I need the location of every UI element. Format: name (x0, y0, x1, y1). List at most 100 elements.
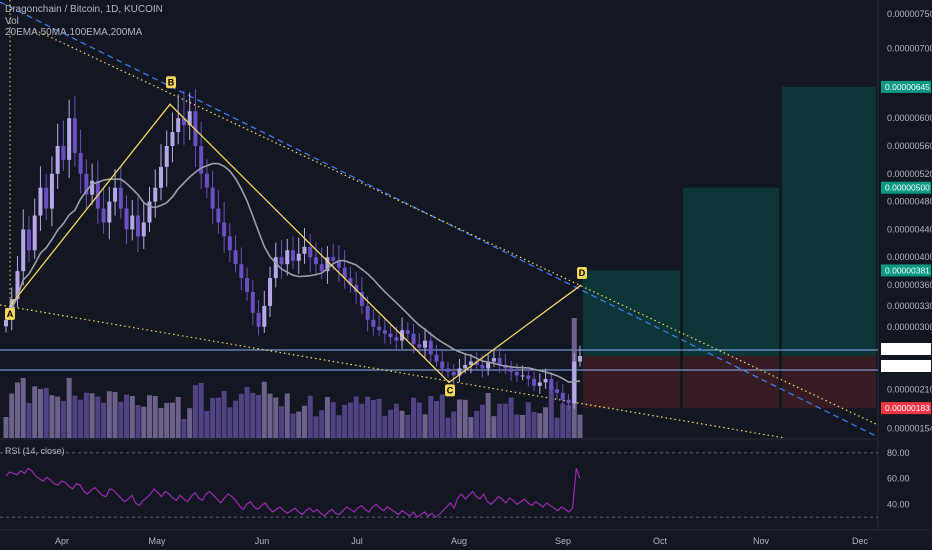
price-tick-label: 0.00000480 (887, 197, 932, 207)
volume-bar (129, 395, 135, 438)
rsi-line (5, 467, 581, 518)
candle-body (342, 267, 347, 279)
pattern-point-c-label: C (447, 385, 454, 395)
candle-body (187, 111, 192, 126)
price-badge-tp3 (881, 80, 931, 93)
candle-body (32, 215, 37, 251)
candle-body (250, 292, 255, 313)
candle-body (497, 358, 502, 365)
candle-body (21, 229, 26, 272)
volume-bar (32, 386, 38, 438)
volume-bar (112, 392, 118, 438)
volume-bar (525, 402, 531, 438)
candle-body (411, 333, 416, 345)
volume-bar (359, 403, 365, 438)
volume-bar (290, 413, 296, 438)
pattern-point-b-label: B (168, 77, 175, 87)
candle-body (560, 392, 565, 400)
volume-bar (49, 395, 55, 438)
volume-bar (422, 414, 428, 438)
candle-body (417, 344, 422, 348)
candle-body (268, 278, 273, 306)
volume-bar (462, 399, 468, 438)
candle-body (176, 118, 181, 133)
volume-bar (319, 410, 325, 438)
volume-bar (141, 406, 147, 438)
candle-body (84, 173, 89, 195)
price-tick-label: 0.00000750 (887, 9, 932, 19)
candle-body (124, 208, 129, 230)
candle-body (354, 285, 359, 292)
target-zone-3 (782, 86, 876, 356)
price-badge-entry-top-text: 0.00000264 (885, 344, 930, 354)
volume-bar (330, 402, 336, 438)
candle-body (153, 187, 158, 202)
volume-bar (347, 402, 353, 438)
volume-bar (66, 378, 72, 438)
candle-body (382, 330, 387, 334)
candle-body (537, 382, 542, 386)
volume-bar (342, 404, 348, 438)
candle-body (520, 375, 525, 377)
volume-bar (273, 397, 279, 438)
candle-body (388, 333, 393, 338)
volume-bar (560, 403, 566, 438)
candle-body (101, 208, 106, 223)
volume-bar (55, 396, 61, 438)
volume-bar (451, 411, 457, 438)
pattern-point-a-label: A (7, 309, 14, 319)
candle-body (514, 371, 519, 376)
candle-body (405, 330, 410, 334)
pattern-point-d-marker (577, 267, 587, 280)
volume-bar (456, 399, 462, 438)
candle-body (61, 146, 66, 160)
candle-body (273, 257, 278, 279)
volume-bar (566, 405, 572, 438)
volume-bar (244, 386, 250, 438)
price-tick-label: 0.00000330 (887, 301, 932, 311)
ma-legend: 20EMA,50MA,100EMA,200MA (5, 27, 143, 38)
volume-bar (353, 396, 359, 438)
candle-body (44, 187, 49, 209)
time-tick-label: Apr (55, 536, 69, 546)
volume-bar (147, 395, 152, 438)
chart-title: Dragonchain / Bitcoin, 1D, KUCOIN (5, 4, 163, 15)
candle-body (199, 146, 204, 174)
volume-bar (428, 395, 434, 438)
candle-body (526, 375, 531, 379)
price-tick-label: 0.00000210 (887, 384, 932, 394)
candle-body (181, 118, 186, 126)
candle-body (325, 257, 330, 272)
volume-bar (468, 417, 474, 438)
volume-bar (60, 400, 66, 438)
candle-body (486, 361, 491, 369)
candle-body (365, 305, 370, 320)
time-tick-label: Oct (653, 536, 668, 546)
candle-body (136, 215, 141, 237)
volume-bar (124, 394, 130, 438)
price-badge-entry-bottom (881, 360, 931, 372)
volume-bar (479, 404, 485, 438)
time-tick-label: Aug (451, 536, 467, 546)
volume-bar (250, 392, 256, 438)
price-badge-stop-text: 0.00000183 (885, 403, 930, 413)
price-badge-tp2-text: 0.00000500 (885, 183, 930, 193)
volume-bar (531, 412, 537, 438)
volume-bar (279, 406, 285, 438)
candle-body (55, 146, 60, 174)
volume-bar (187, 408, 193, 438)
price-badge-tp2 (881, 181, 931, 194)
candle-body (336, 260, 341, 268)
price-badge-tp3-text: 0.00000645 (885, 82, 930, 92)
volume-bar (434, 401, 439, 438)
volume-bar (89, 393, 95, 438)
volume-bar (175, 397, 181, 438)
time-tick-label: Dec (852, 536, 869, 546)
candle-body (15, 271, 20, 299)
volume-bar (210, 397, 216, 438)
candle-body (555, 389, 560, 393)
candle-body (445, 368, 450, 372)
pattern-point-b-marker (166, 76, 176, 89)
volume-bar (158, 408, 164, 438)
